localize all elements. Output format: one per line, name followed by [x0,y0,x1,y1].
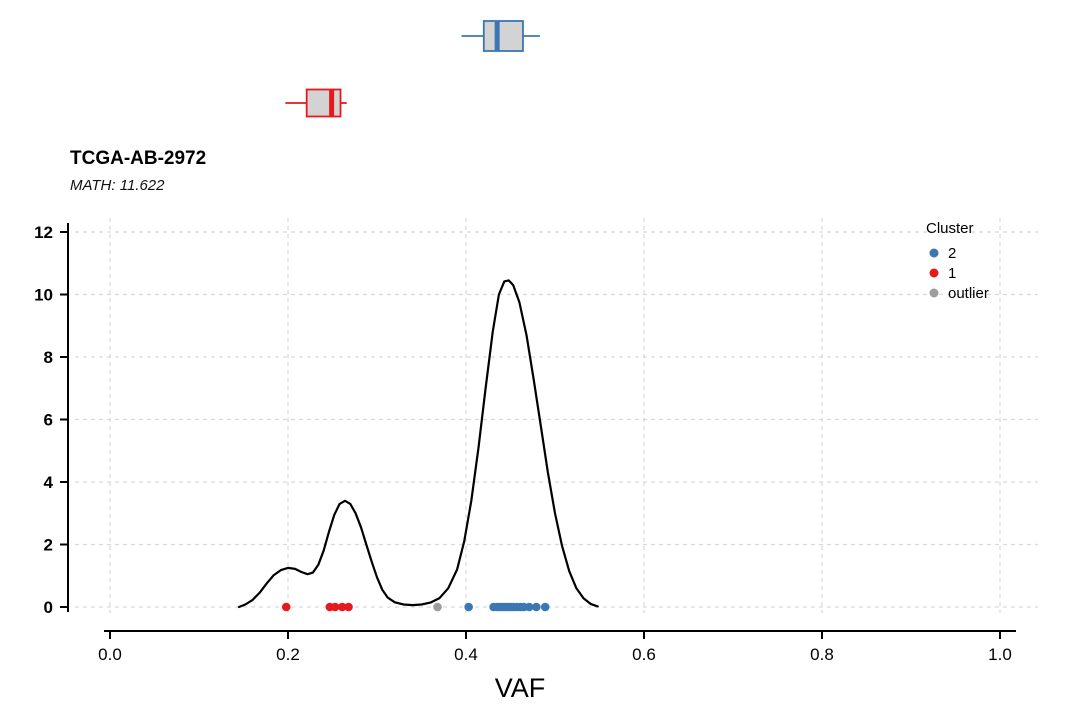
x-tick-label: 0.0 [98,645,122,664]
rug-point-cluster1 [337,602,347,612]
y-tick-label: 10 [34,286,53,305]
x-tick-label: 0.4 [454,645,478,664]
legend-item-cluster1: 1 [929,265,956,282]
legend-item-outlier: outlier [929,285,989,302]
rug-points [281,602,550,612]
x-tick-label: 0.8 [810,645,834,664]
legend-item-cluster2: 2 [929,245,956,262]
y-tick-label: 0 [44,598,53,617]
rug-point-cluster2 [532,602,541,612]
legend-label-cluster2: 2 [948,245,956,262]
boxplot-cluster2 [461,20,540,52]
rug-point-clusteroutlier [433,602,442,612]
cluster-boxplots [285,20,540,118]
boxplot-box [482,20,524,52]
y-tick-label: 6 [44,411,53,430]
boxplot-box [305,88,342,118]
legend-dot-cluster1 [929,268,939,278]
rug-point-cluster2 [540,602,550,612]
legend-dot-outlier [929,288,939,298]
rug-point-cluster1 [281,602,291,612]
y-tick-label: 4 [44,473,54,492]
legend-label-outlier: outlier [948,285,989,302]
boxplot-cluster1 [285,88,347,118]
y-tick-label: 8 [44,348,53,367]
legend-dot-cluster2 [929,248,939,258]
density-curve [237,279,599,609]
grid-lines [75,218,1038,613]
x-tick-label: 1.0 [988,645,1012,664]
legend: Cluster 2 1 outlier [926,220,989,302]
x-tick-label: 0.6 [632,645,656,664]
x-tick-label: 0.2 [276,645,300,664]
rug-point-cluster1 [330,602,340,612]
x-axis-title: VAF [495,673,546,703]
legend-label-cluster1: 1 [948,265,956,282]
y-tick-label: 12 [34,223,53,242]
rug-point-cluster2 [464,602,473,612]
math-score-subtitle: MATH: 11.622 [70,177,165,194]
rug-point-cluster2 [524,602,534,612]
y-tick-label: 2 [44,536,53,555]
legend-title: Cluster [926,220,974,237]
rug-point-cluster1 [344,602,353,612]
sample-title: TCGA-AB-2972 [70,148,206,169]
